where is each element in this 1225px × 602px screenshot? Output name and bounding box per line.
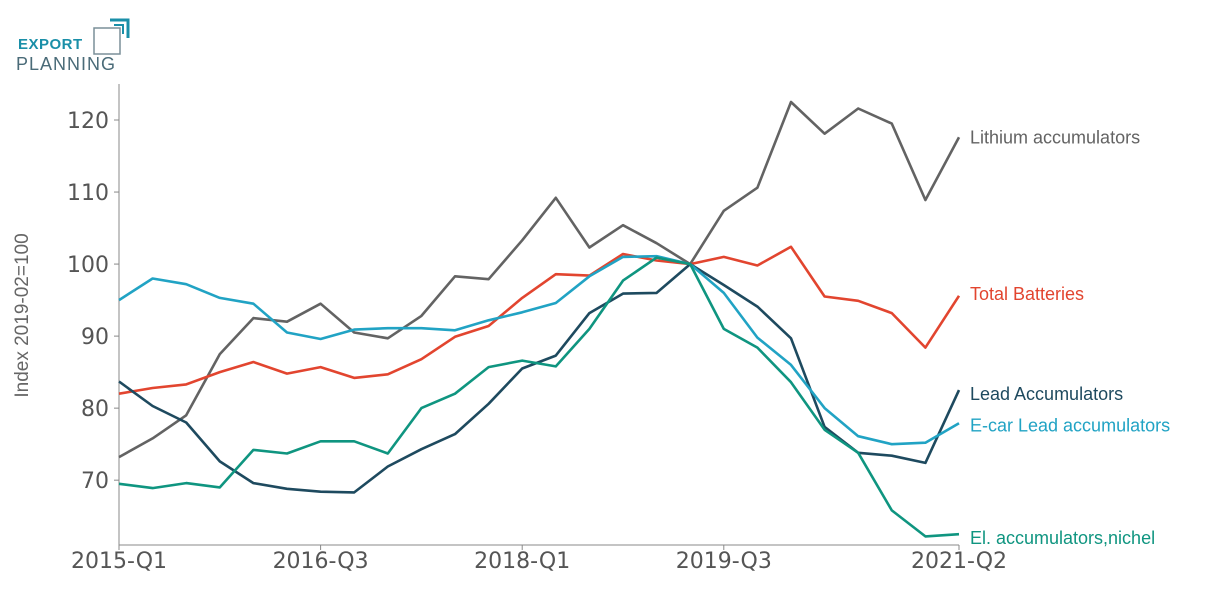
- chart-axes: 70 80 90 100 110 120 2015-Q1 2016-Q3 2018-Q1 2019…: [12, 84, 1007, 574]
- series-line-0: [118, 100, 961, 459]
- logo-text-export: EXPORT: [18, 36, 83, 53]
- logo-text-planning: PLANNING: [16, 54, 117, 74]
- chart-series-lines: [118, 100, 961, 538]
- y-tick-label: 70: [81, 469, 109, 494]
- x-tick-label: 2019-Q3: [676, 549, 772, 574]
- y-tick-label: 100: [67, 253, 109, 278]
- series-line-1: [118, 245, 961, 395]
- y-tick-label: 120: [67, 109, 109, 134]
- logo-mark-icon: [93, 18, 130, 55]
- export-planning-logo: EXPORT PLANNING: [16, 12, 136, 76]
- y-tick-label: 80: [81, 397, 109, 422]
- series-label-2: Lead Accumulators: [970, 384, 1123, 404]
- series-label-0: Lithium accumulators: [970, 127, 1140, 147]
- series-label-3: E-car Lead accumulators: [970, 415, 1170, 435]
- series-line-2: [118, 262, 961, 494]
- x-tick-label: 2021-Q2: [911, 549, 1007, 574]
- x-tick-label: 2016-Q3: [273, 549, 369, 574]
- x-tick-label: 2018-Q1: [474, 549, 570, 574]
- series-label-1: Total Batteries: [970, 284, 1084, 304]
- series-line-3: [118, 254, 960, 446]
- x-tick-label: 2015-Q1: [71, 549, 167, 574]
- y-tick-label: 90: [81, 325, 109, 350]
- series-line-4: [118, 256, 960, 538]
- y-axis-title: Index 2019-02=100: [12, 233, 33, 397]
- series-label-4: El. accumulators,nichel: [970, 528, 1155, 548]
- y-tick-label: 110: [67, 181, 109, 206]
- chart-labels: Lithium accumulators Total Batteries Lead …: [970, 127, 1170, 548]
